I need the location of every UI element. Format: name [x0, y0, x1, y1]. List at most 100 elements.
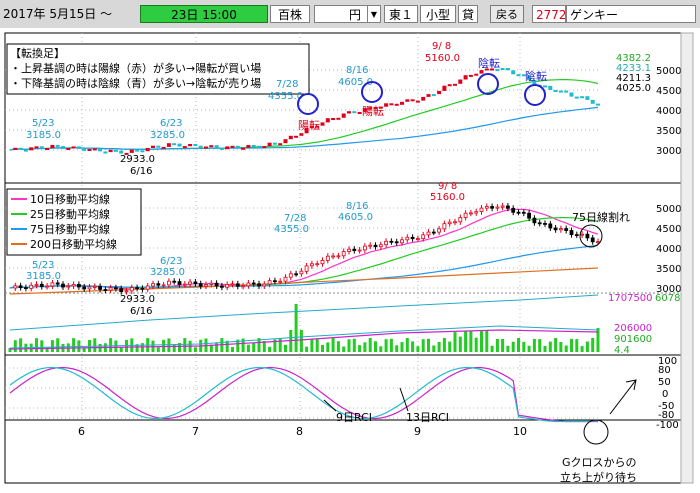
main-candle-body [331, 255, 336, 258]
main-candle-body [341, 251, 346, 257]
chart-background [0, 28, 700, 493]
main-candle-body [532, 217, 537, 224]
main-candle-body [241, 285, 246, 288]
main-candle-body [543, 222, 547, 225]
main-candle-body [585, 233, 590, 239]
top-candle [442, 85, 447, 91]
main-candle-body [294, 273, 299, 276]
top-candle [505, 68, 510, 71]
rci-y-tick-2: 80 [658, 365, 671, 376]
top-candle [45, 148, 50, 150]
main-candle-body [39, 283, 44, 287]
top-candle [543, 85, 547, 88]
top-candle [558, 90, 563, 93]
volume-bar [315, 338, 319, 352]
rci-y-axis: 100 80 50 0 -50 -80 -100 [656, 356, 679, 431]
volume-bar [554, 338, 558, 352]
main-candle-body [500, 205, 505, 208]
currency-dropdown-arrow-icon[interactable]: ▼ [367, 5, 381, 23]
ma-legend: 10日移動平均線 25日移動平均線 75日移動平均線 200日移動平均線 [6, 188, 142, 256]
timeframe-display[interactable]: 23日 15:00 [140, 5, 268, 23]
inten-circle-2 [524, 84, 546, 106]
main-candle-body [182, 283, 187, 286]
main-candle-body [272, 280, 277, 283]
main-label-date-5: 9/ 8 [438, 181, 457, 192]
top-candle [145, 148, 150, 152]
volume-bar [162, 339, 166, 352]
volume-bar [183, 338, 187, 352]
main-candle-body [309, 263, 314, 267]
main-candle-body [114, 287, 118, 290]
top-candle [23, 149, 28, 152]
top-candle [283, 139, 288, 144]
main-candle-body [98, 285, 102, 290]
rci-lines [9, 366, 599, 423]
main-panel-candles [13, 203, 600, 295]
main-candle-body [257, 283, 261, 287]
volume-bar [135, 344, 139, 352]
top-candle [294, 135, 299, 138]
main-y-tick-1: 5000.0 [656, 204, 691, 215]
top-candle [521, 74, 526, 77]
volume-bar [215, 342, 219, 352]
main-candle-body [129, 287, 134, 292]
main-label-date-1: 5/23 [32, 260, 54, 271]
rci-annotations: 9日RCI 13日RCI Gクロスからの 立ち上がり待ち [323, 379, 637, 484]
main-candle-body [304, 265, 309, 272]
top-y-axis: 5000.0 4500.0 4000.0 3500.0 3000.0 [656, 66, 691, 157]
gcross-label-2: 立ち上がり待ち [560, 470, 637, 484]
volume-value-credit: 206000 [614, 323, 652, 334]
top-candle [405, 99, 410, 102]
unit-field: 百株 [270, 5, 310, 23]
top-candle [453, 83, 457, 86]
volume-value-margin: 1707500 [608, 293, 653, 304]
main-candle-body [34, 283, 39, 286]
volume-bar [347, 339, 351, 352]
top-candle [124, 152, 129, 155]
main-candle-body [495, 206, 500, 209]
top-price-labels: 5/23 3185.0 6/23 3285.0 7/28 4355.0 8/16… [26, 41, 460, 177]
main-candle-body [246, 282, 251, 287]
top-candle [479, 70, 484, 74]
volume-bar [469, 331, 473, 352]
main-candle-body [18, 285, 23, 288]
main-ma75-line [9, 244, 599, 289]
vertical-scrollbar[interactable] [680, 32, 694, 484]
volume-bar [490, 345, 494, 352]
top-ma75-line [9, 106, 599, 151]
main-candle-body [569, 230, 574, 235]
volume-bar [40, 340, 44, 352]
volume-bar [358, 345, 362, 352]
top-label-date-1: 5/23 [32, 118, 54, 129]
volume-bar [172, 344, 176, 352]
stock-code-field[interactable]: 2772 [532, 5, 566, 23]
top-right-value-1: 4382.2 [616, 53, 651, 64]
top-candle [373, 107, 378, 110]
main-y-tick-5: 3000.0 [656, 284, 691, 295]
top-label-date-4: 8/16 [346, 65, 368, 76]
volume-bar [56, 338, 60, 352]
top-label-date-2: 6/23 [160, 118, 182, 129]
top-candle [580, 96, 585, 99]
top-candle [177, 143, 182, 147]
top-label-price-3: 4355.0 [268, 91, 303, 102]
main-candle-body [177, 281, 182, 286]
volume-bar [538, 339, 542, 352]
main-candle-body [394, 241, 399, 244]
volume-bar [501, 339, 505, 352]
back-button[interactable]: 戻る [490, 5, 524, 23]
main-candle-body [463, 212, 468, 218]
legend-ma10: 10日移動平均線 [30, 192, 110, 206]
volume-bar [437, 342, 441, 352]
note-title: 【転換足】 [10, 47, 65, 60]
top-candle [18, 147, 23, 150]
top-candle [34, 146, 39, 149]
volume-bar [580, 346, 584, 352]
volume-bar [72, 338, 76, 352]
main-candle-body [378, 244, 383, 248]
main-candle-body [283, 276, 288, 282]
main-candle-body [198, 283, 203, 287]
top-candle [511, 70, 516, 75]
main-candle-body [45, 285, 49, 288]
top-candle [92, 148, 97, 151]
